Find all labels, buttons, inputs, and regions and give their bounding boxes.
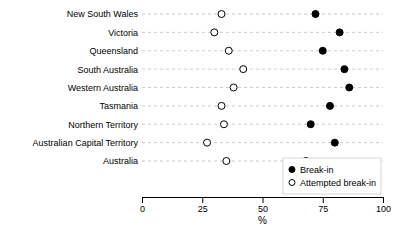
tick: Western Australia	[68, 83, 142, 93]
tick: Australian Capital Territory	[33, 138, 142, 148]
point	[307, 121, 314, 128]
tick: Queensland	[89, 46, 142, 56]
tick: 50	[258, 197, 268, 214]
tick-label: Victoria	[108, 28, 138, 38]
tick-label: Northern Territory	[68, 120, 138, 130]
tick-label: 50	[258, 204, 268, 214]
point	[230, 84, 237, 91]
tick-label: Queensland	[89, 46, 138, 56]
x-axis-title: %	[258, 215, 267, 226]
tick-mark	[263, 197, 264, 203]
tick: South Australia	[77, 65, 142, 75]
x-axis: 0 25 50 75 100	[140, 197, 391, 214]
y-axis: New South Wales Victoria Queensland South A…	[33, 9, 142, 166]
grid-line	[142, 124, 383, 125]
grid-line	[142, 142, 383, 143]
tick-label: Tasmania	[99, 101, 138, 111]
point	[319, 47, 326, 54]
tick: Northern Territory	[68, 120, 142, 130]
tick-label: New South Wales	[67, 9, 139, 19]
point	[220, 121, 227, 128]
tick-mark	[202, 197, 203, 203]
tick: 75	[318, 197, 328, 214]
tick-label: 0	[140, 204, 145, 214]
point	[218, 102, 225, 109]
tick-mark	[142, 197, 143, 203]
point	[225, 47, 232, 54]
grid-line	[142, 32, 383, 33]
point	[211, 29, 218, 36]
tick: Tasmania	[99, 101, 142, 111]
point	[204, 139, 211, 146]
tick-label: Australian Capital Territory	[33, 138, 139, 148]
tick: New South Wales	[67, 9, 142, 19]
tick: 0	[140, 197, 145, 214]
legend-marker	[289, 167, 295, 173]
legend-frame	[283, 158, 381, 194]
point	[341, 66, 348, 73]
grid-line	[142, 14, 383, 15]
tick: 25	[198, 197, 208, 214]
tick: 100	[376, 197, 391, 214]
series	[302, 11, 352, 165]
legend-label: Break-in	[300, 165, 334, 175]
tick-mark	[383, 197, 384, 203]
chart: 0 25 50 75 100% New South Wales Victoria Queens…	[0, 0, 397, 227]
point	[336, 29, 343, 36]
marks	[204, 11, 353, 165]
point	[218, 11, 225, 18]
point	[326, 102, 333, 109]
tick: Australia	[103, 156, 142, 166]
plot: 0 25 50 75 100% New South Wales Victoria Queens…	[33, 9, 391, 226]
legend-item: Attempted break-in	[289, 178, 376, 188]
tick-label: Western Australia	[68, 83, 138, 93]
tick-label: South Australia	[77, 65, 138, 75]
axis-line	[143, 198, 384, 204]
tick-label: 75	[318, 204, 328, 214]
grid	[142, 14, 383, 161]
point	[346, 84, 353, 91]
tick-label: 25	[198, 204, 208, 214]
tick: Victoria	[108, 28, 142, 38]
legend-label: Attempted break-in	[300, 178, 376, 188]
point	[331, 139, 338, 146]
grid-line	[142, 50, 383, 51]
tick-label: 100	[376, 204, 391, 214]
legend-item: Break-in	[289, 165, 334, 175]
point	[240, 66, 247, 73]
series	[204, 11, 247, 165]
point	[223, 158, 230, 165]
grid-line	[142, 105, 383, 106]
legend-marker	[289, 180, 295, 186]
point	[312, 11, 319, 18]
tick-label: Australia	[103, 156, 138, 166]
legend: Break-in Attempted break-in	[283, 158, 381, 194]
tick-mark	[323, 197, 324, 203]
